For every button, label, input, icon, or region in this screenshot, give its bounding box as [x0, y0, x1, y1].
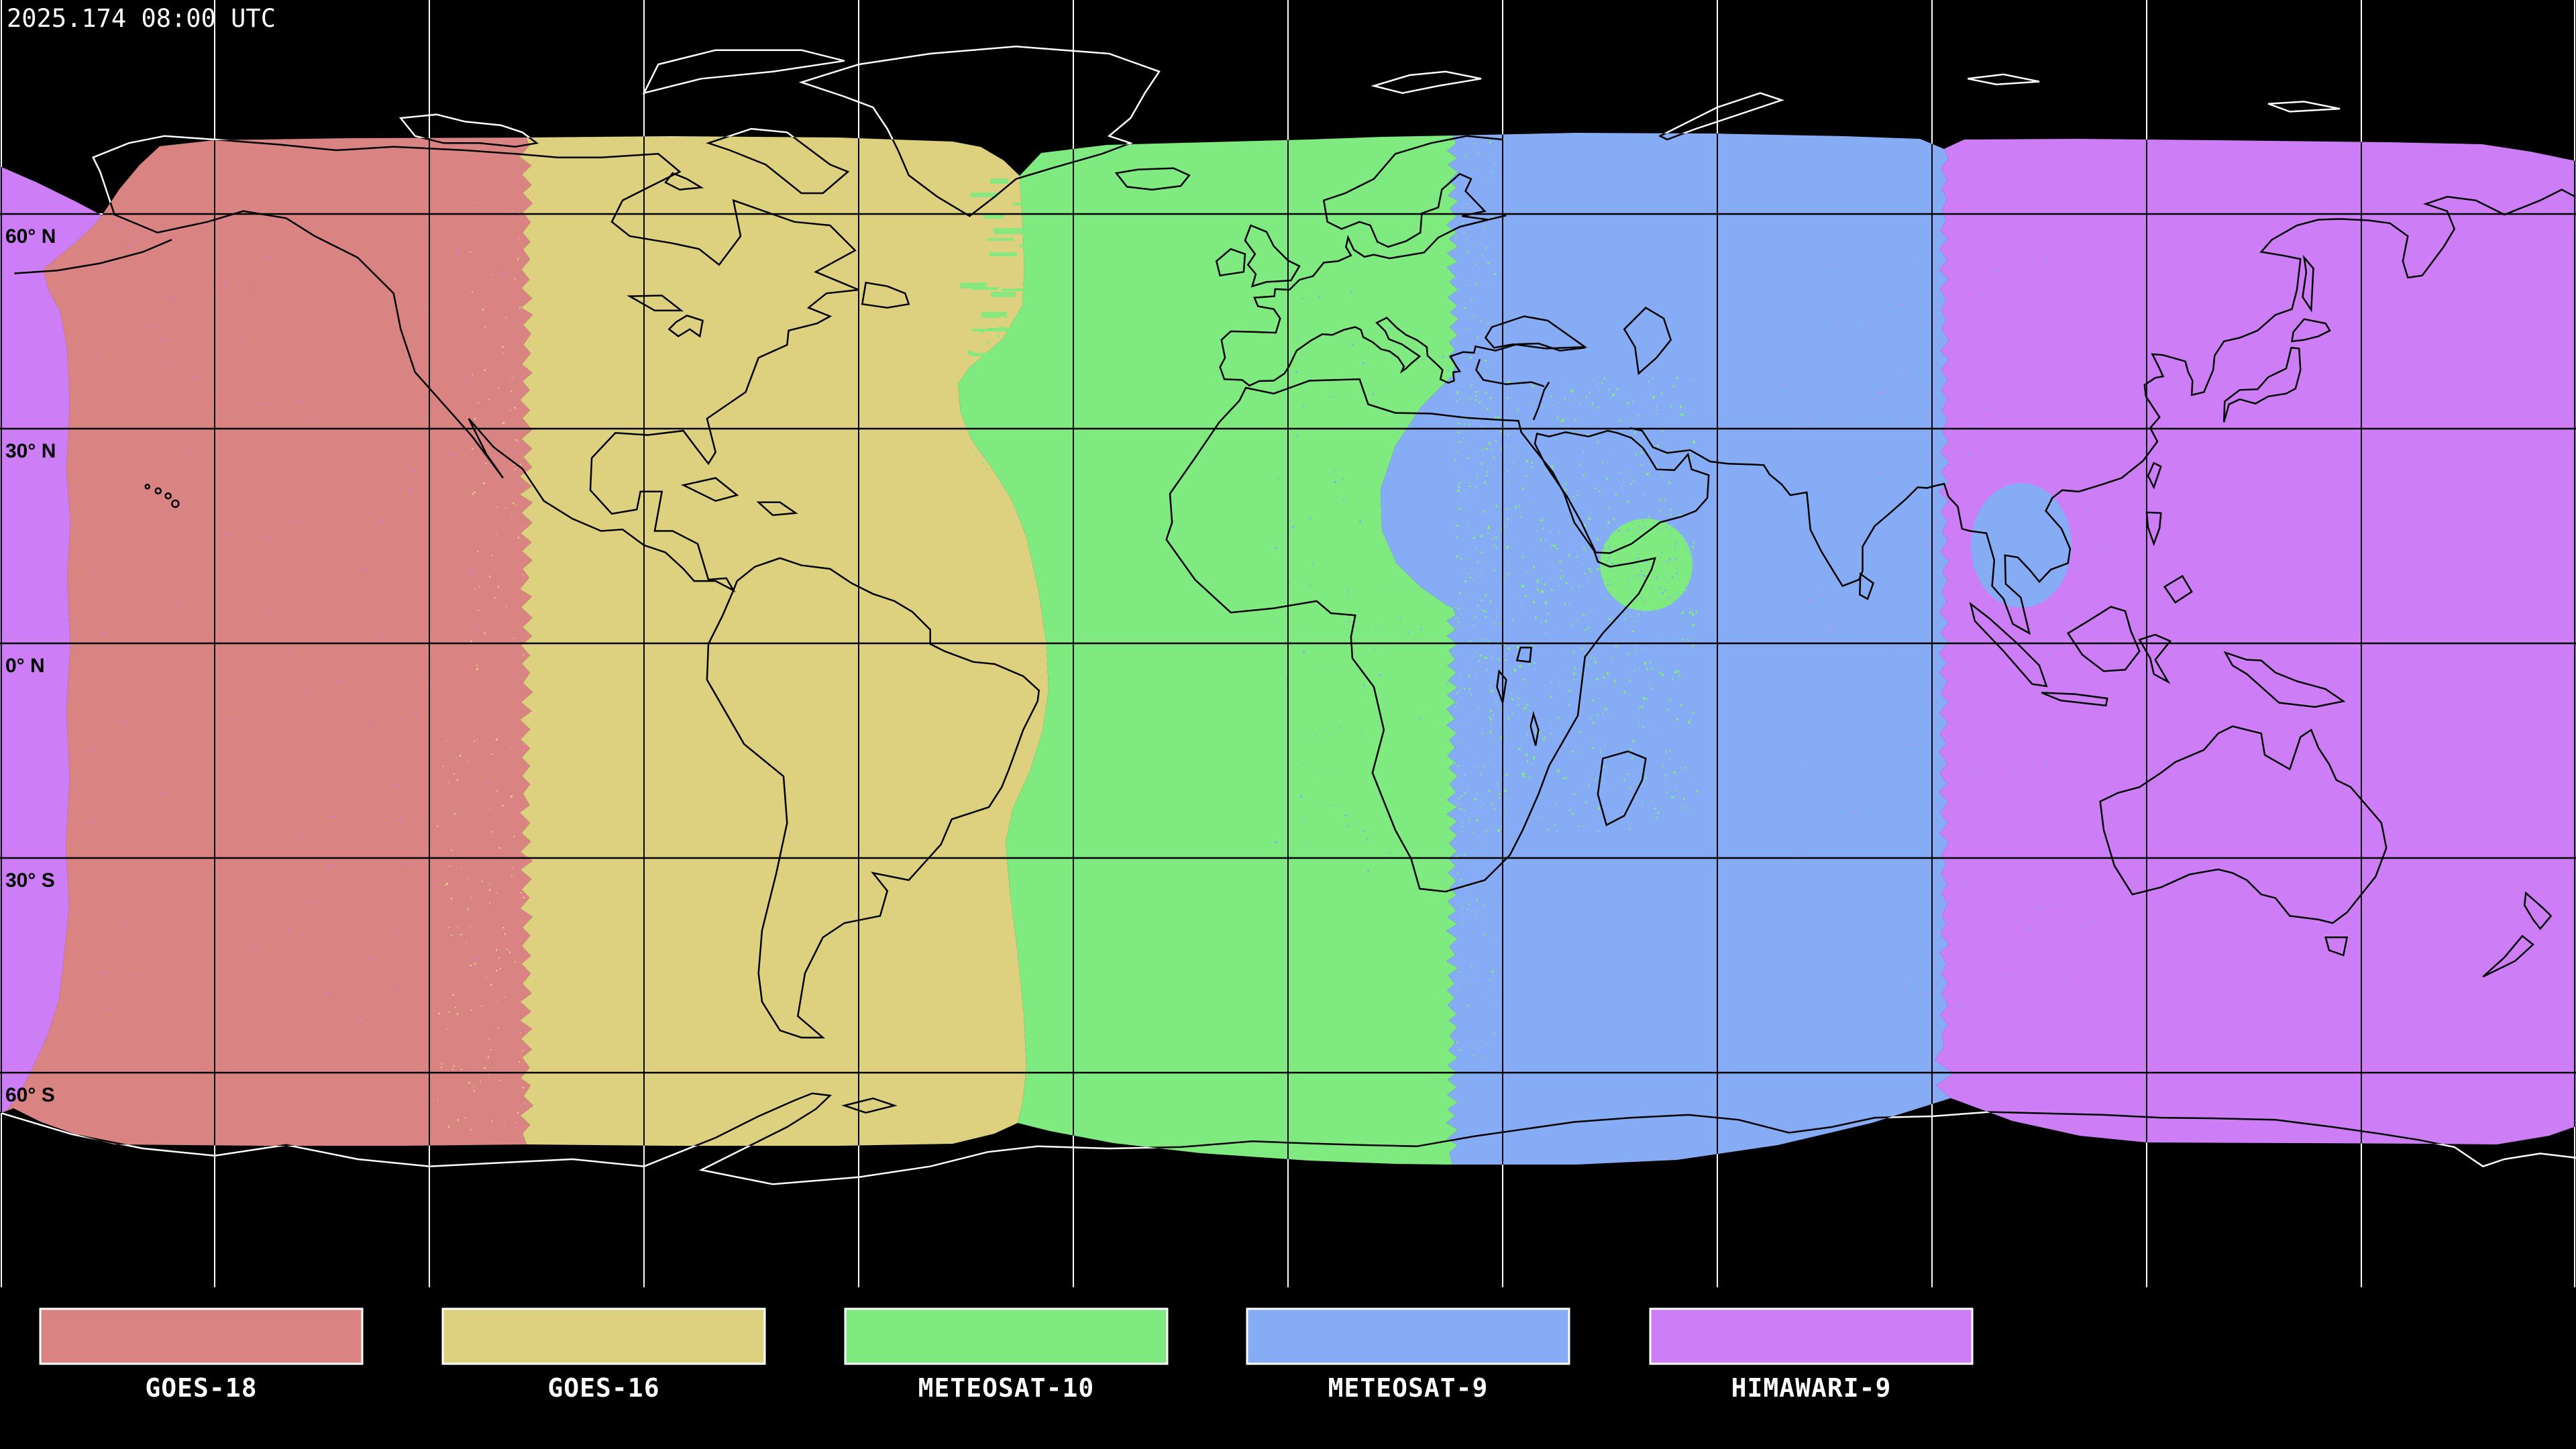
latitude-label-30n: 30° N [5, 440, 56, 462]
coastline [2291, 318, 2331, 343]
coverage-himawari-9 [1935, 139, 2576, 1144]
coverage-dither-speckle [89, 142, 2108, 1130]
coastline [14, 239, 172, 274]
coverage-regions [0, 133, 2576, 1165]
latitude-label-60n: 60° N [5, 225, 56, 248]
coastline [1475, 359, 1545, 388]
legend-item-himawari-9: HIMAWARI-9 [1649, 1307, 1974, 1403]
coastline [798, 133, 1161, 217]
legend-swatch-goes-18 [39, 1307, 364, 1365]
legend-item-meteosat-10: METEOSAT-10 [844, 1307, 1169, 1403]
latitude-label-60s: 60° S [5, 1084, 55, 1106]
coastline [2324, 936, 2349, 957]
coastline [2222, 347, 2302, 423]
legend-label-himawari-9: HIMAWARI-9 [1731, 1373, 1892, 1403]
legend-swatch-goes-16 [441, 1307, 766, 1365]
coastline [664, 172, 704, 191]
hawaii-island [154, 487, 162, 494]
coastline [667, 315, 704, 338]
coastline [627, 294, 684, 312]
coastline [2066, 606, 2141, 672]
coastline [1658, 133, 1784, 141]
coverage-goes-18 [0, 138, 533, 1146]
meteosat-10-iodc-overlap-disc [1600, 519, 1693, 611]
legend-item-goes-18: GOES-18 [39, 1307, 364, 1403]
coastline [680, 477, 739, 502]
hawaii-island [164, 492, 172, 500]
coastline [642, 49, 845, 95]
legend: GOES-18 GOES-16 METEOSAT-10 METEOSAT-9 H… [39, 1307, 1974, 1403]
coastline [1165, 378, 1657, 893]
coastline [706, 557, 1040, 1038]
coastline [2523, 891, 2553, 930]
coastline [1532, 381, 1550, 421]
coastlines-over-coverage [0, 133, 2576, 1165]
coverage-meteosat-9 [1381, 133, 1953, 1165]
coastline [706, 133, 850, 195]
coastline [1371, 70, 1482, 94]
coastline [1629, 189, 2576, 635]
graticule-over-coverage [0, 0, 2576, 1287]
legend-label-goes-18: GOES-18 [145, 1373, 257, 1403]
coastline [2099, 725, 2387, 924]
legend-label-meteosat-10: METEOSAT-10 [918, 1373, 1095, 1403]
coastline [1859, 572, 1874, 600]
coverage-meteosat-10 [958, 136, 1458, 1165]
coastline [1244, 224, 1301, 288]
coastline [1623, 307, 1672, 376]
hawaii-island [171, 499, 180, 508]
legend-label-goes-16: GOES-16 [547, 1373, 659, 1403]
coverage-goes-16 [519, 136, 1049, 1146]
coastline [1968, 73, 2040, 86]
coastline [1219, 219, 1585, 387]
coastline [1114, 167, 1191, 191]
meteosat-9-overlap-disc [1971, 483, 2072, 608]
coastline [0, 1092, 2576, 1165]
coastline [1969, 602, 2048, 688]
coastline [2163, 574, 2193, 604]
coastline [2223, 651, 2346, 708]
coastline [1534, 429, 1710, 554]
coastline [91, 135, 859, 593]
legend-swatch-meteosat-10 [844, 1307, 1169, 1365]
coastline [2267, 101, 2341, 113]
latitude-label-0n: 0° N [5, 655, 45, 677]
legend-label-meteosat-9: METEOSAT-9 [1328, 1373, 1489, 1403]
coastline [2145, 511, 2162, 547]
coastline [841, 1097, 898, 1114]
coastline [1496, 669, 1507, 703]
coastline [1529, 710, 1540, 746]
legend-item-goes-16: GOES-16 [441, 1307, 766, 1403]
coastline [2147, 462, 2162, 490]
coastline [1215, 248, 1246, 277]
coastline [1484, 315, 1588, 350]
latitude-label-30s: 30° S [5, 869, 55, 892]
coastline [1515, 647, 1533, 663]
coastline [1597, 750, 1647, 826]
coastline [2138, 633, 2172, 684]
legend-swatch-meteosat-9 [1246, 1307, 1570, 1365]
coastline [861, 281, 910, 309]
legend-swatch-himawari-9 [1649, 1307, 1974, 1365]
legend-item-meteosat-9: METEOSAT-9 [1246, 1307, 1570, 1403]
hawaii-island [144, 484, 150, 490]
timestamp: 2025.174 08:00 UTC [7, 4, 276, 33]
coastline [2302, 254, 2314, 313]
coastline [398, 133, 539, 148]
coverage-himawari-9-wrap [0, 166, 102, 1114]
coastline [2041, 692, 2108, 707]
coastline [2482, 934, 2534, 978]
coastline [1322, 135, 1507, 248]
latitude-labels: 60° N 30° N 0° N 30° S 60° S [5, 225, 56, 1106]
coastline [756, 501, 798, 517]
